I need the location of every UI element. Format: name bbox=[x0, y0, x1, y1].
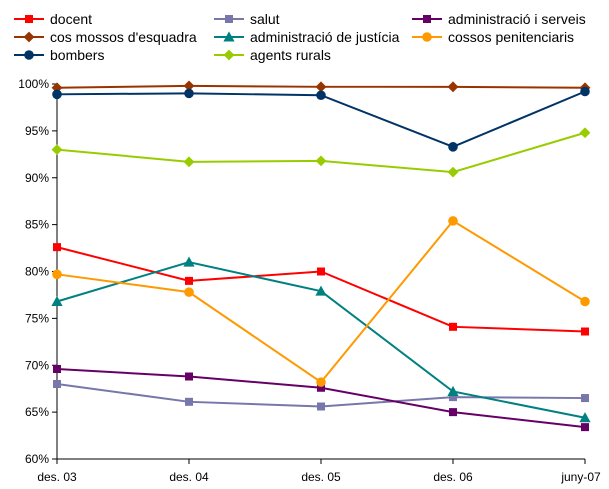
data-point-administracio-de-justicia bbox=[579, 412, 591, 423]
data-point-agents-rurals bbox=[447, 166, 459, 178]
data-point-administracio-i-serveis bbox=[317, 383, 325, 392]
legend-swatch-marker bbox=[24, 50, 34, 60]
x-tick-label: juny-07 bbox=[560, 470, 601, 484]
data-point-cos-mossos-d-esquadra bbox=[183, 80, 195, 92]
x-tick-label: des. 03 bbox=[37, 470, 77, 484]
legend-label: cos mossos d'esquadra bbox=[50, 29, 197, 45]
data-point-administracio-i-serveis bbox=[581, 423, 589, 432]
series-agents-rurals bbox=[51, 127, 591, 178]
y-tick-label: 95% bbox=[25, 124, 49, 138]
legend-item-docent: docent bbox=[14, 11, 92, 27]
legend-swatch-marker bbox=[223, 49, 235, 61]
series-line-cossos-penitenciaris bbox=[56, 219, 586, 384]
data-point-agents-rurals bbox=[51, 144, 63, 156]
data-point-cos-mossos-d-esquadra bbox=[315, 81, 327, 93]
legend-swatch-marker bbox=[223, 31, 235, 42]
series-cos-mossos-d-esquadra bbox=[51, 80, 591, 94]
legend-label: cossos penitenciaris bbox=[448, 29, 574, 45]
x-tick-label: des. 06 bbox=[433, 470, 473, 484]
data-point-salut bbox=[185, 397, 193, 406]
data-point-administracio-i-serveis bbox=[185, 372, 193, 381]
series-administracio-de-justicia bbox=[51, 256, 591, 423]
data-point-salut bbox=[53, 380, 61, 388]
data-point-salut bbox=[581, 394, 589, 403]
y-tick-label: 70% bbox=[25, 358, 49, 372]
legend-label: administració i serveis bbox=[448, 11, 586, 27]
data-point-administracio-i-serveis bbox=[449, 408, 457, 417]
data-point-bombers bbox=[184, 88, 194, 99]
series-docent bbox=[53, 243, 589, 336]
data-point-administracio-de-justicia bbox=[51, 295, 63, 306]
data-point-docent bbox=[317, 267, 325, 276]
legend-swatch-marker bbox=[25, 15, 33, 23]
data-point-cossos-penitenciaris bbox=[448, 216, 458, 226]
y-tick-label: 85% bbox=[25, 218, 49, 232]
data-point-bombers bbox=[448, 142, 458, 152]
series-salut bbox=[53, 380, 589, 411]
legend-item-bombers: bombers bbox=[14, 47, 104, 63]
data-point-docent bbox=[581, 327, 589, 336]
legend-label: docent bbox=[50, 11, 92, 27]
data-point-bombers bbox=[52, 89, 62, 100]
legend-item-administracio-de-justicia: administració de justícia bbox=[214, 29, 400, 45]
legend-item-agents-rurals: agents rurals bbox=[214, 47, 331, 63]
legend-item-cossos-penitenciaris: cossos penitenciaris bbox=[412, 29, 574, 45]
x-tick-label: des. 04 bbox=[169, 470, 209, 484]
y-tick-label: 75% bbox=[25, 311, 49, 325]
data-point-cossos-penitenciaris bbox=[52, 269, 62, 280]
data-point-administracio-i-serveis bbox=[53, 365, 61, 373]
data-point-docent bbox=[185, 276, 193, 285]
legend-item-administracio-i-serveis: administració i serveis bbox=[412, 11, 586, 27]
legend-label: salut bbox=[250, 11, 280, 27]
data-point-bombers bbox=[316, 90, 326, 101]
legend: docent salut administració i serveis cos mo… bbox=[14, 11, 586, 63]
data-point-cossos-penitenciaris bbox=[184, 287, 194, 297]
data-point-cossos-penitenciaris bbox=[580, 296, 590, 307]
y-tick-label: 65% bbox=[25, 405, 49, 419]
data-point-administracio-de-justicia bbox=[447, 385, 459, 396]
data-point-administracio-de-justicia bbox=[183, 256, 195, 267]
legend-swatch-marker bbox=[423, 15, 431, 23]
data-point-cossos-penitenciaris bbox=[316, 377, 326, 387]
data-point-cos-mossos-d-esquadra bbox=[447, 81, 459, 93]
legend-swatch-marker bbox=[422, 32, 432, 42]
series-administracio-i-serveis bbox=[53, 365, 589, 432]
data-point-docent bbox=[53, 243, 61, 252]
axes: 60% 65% 70% 75% 80% 85% 90% 95% 100% des. 03 des. … bbox=[18, 77, 601, 484]
data-point-agents-rurals bbox=[315, 155, 327, 167]
y-tick-label: 60% bbox=[25, 452, 49, 466]
data-point-salut bbox=[317, 402, 325, 411]
y-tick-label: 90% bbox=[25, 171, 49, 185]
series-bombers bbox=[52, 86, 590, 152]
legend-label: agents rurals bbox=[250, 47, 331, 63]
legend-swatch-marker bbox=[23, 31, 35, 43]
legend-item-salut: salut bbox=[214, 11, 280, 27]
series-cossos-penitenciaris bbox=[52, 216, 590, 387]
data-point-agents-rurals bbox=[579, 127, 591, 139]
data-point-docent bbox=[449, 322, 457, 331]
legend-swatch-marker bbox=[225, 15, 233, 23]
data-point-bombers bbox=[580, 86, 590, 97]
y-tick-label: 80% bbox=[25, 265, 49, 279]
legend-item-cos-mossos-d-esquadra: cos mossos d'esquadra bbox=[14, 29, 197, 45]
y-tick-label: 100% bbox=[18, 77, 49, 91]
legend-label: bombers bbox=[50, 47, 104, 63]
series-layer bbox=[51, 80, 591, 432]
legend-label: administració de justícia bbox=[250, 29, 400, 45]
data-point-salut bbox=[449, 393, 457, 402]
x-tick-label: des. 05 bbox=[301, 470, 341, 484]
data-point-agents-rurals bbox=[183, 156, 195, 168]
data-point-administracio-de-justicia bbox=[315, 285, 327, 296]
